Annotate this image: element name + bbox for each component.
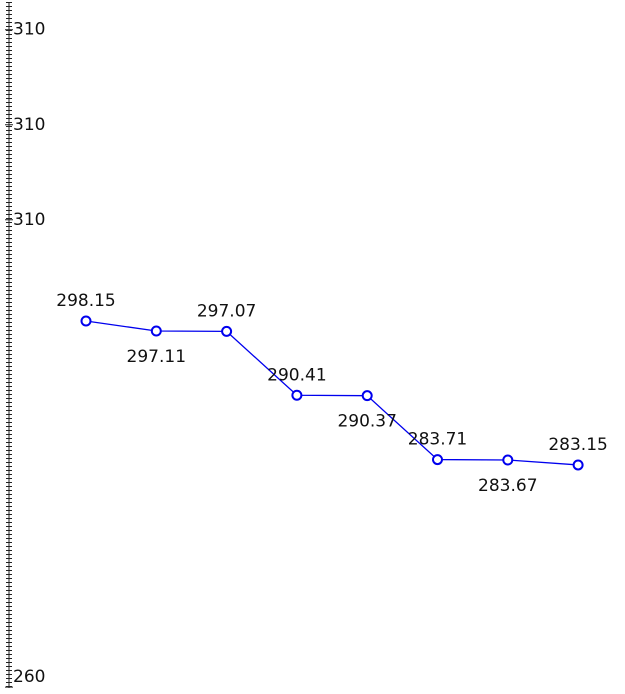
point [432, 454, 443, 466]
value-label: 297.11 [127, 347, 186, 367]
value-label: 283.67 [478, 476, 537, 496]
y-tick-label: 310 [13, 115, 45, 135]
value-label: 283.71 [408, 430, 467, 450]
value-label: 283.15 [548, 435, 607, 455]
point [572, 459, 584, 471]
value-label: 290.37 [337, 412, 396, 432]
point [502, 454, 514, 466]
point [361, 390, 373, 402]
line [85, 320, 579, 466]
y-tick-label: 310 [13, 210, 45, 230]
y-tick-label: 260 [13, 667, 45, 687]
value-label: 290.41 [267, 365, 326, 385]
value-label: 298.15 [56, 291, 115, 311]
point [291, 389, 303, 401]
y-tick-label: 310 [13, 20, 45, 40]
point [221, 325, 233, 337]
point [150, 325, 162, 337]
point [80, 315, 92, 327]
value-label: 297.07 [197, 301, 256, 321]
